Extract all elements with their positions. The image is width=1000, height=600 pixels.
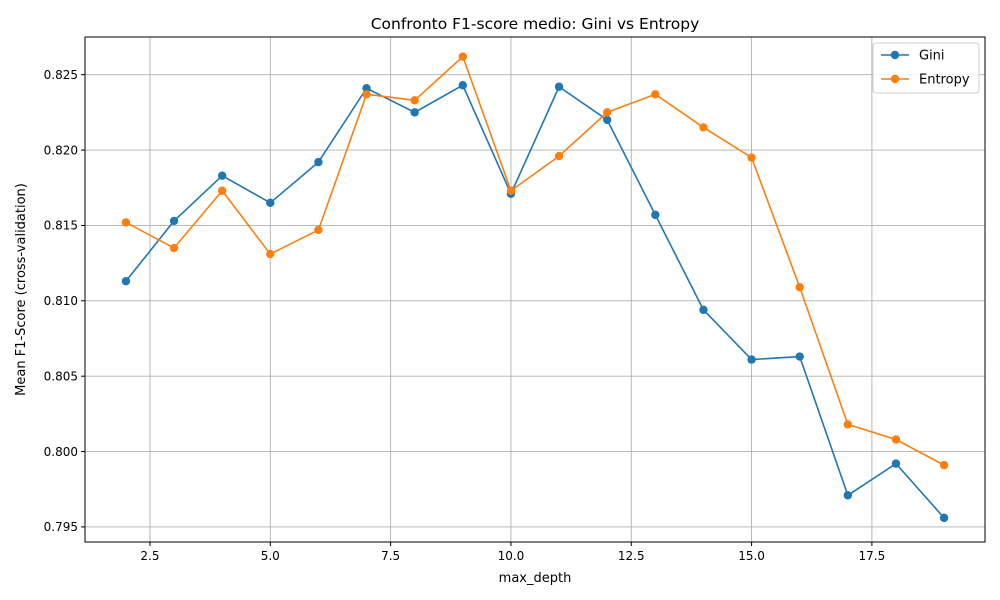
x-tick-label: 17.5 [859, 549, 886, 563]
x-tick-label: 15.0 [738, 549, 765, 563]
data-point-entropy [458, 52, 468, 61]
data-point-gini [169, 216, 179, 226]
chart-title: Confronto F1-score medio: Gini vs Entrop… [371, 15, 700, 33]
x-tick-label: 12.5 [618, 549, 645, 563]
data-point-gini [939, 513, 949, 523]
x-tick-label: 2.5 [140, 549, 159, 563]
data-point-gini [362, 84, 371, 93]
data-point-gini [843, 491, 853, 500]
data-point-entropy [891, 435, 901, 444]
legend: Gini Entropy [872, 42, 980, 94]
data-point-entropy [554, 151, 564, 161]
y-tick-label: 0.795 [44, 520, 78, 534]
ticks: 2.5 5.0 7.5 10.0 12.5 15.0 17.5 0.795 0.800 0.805… [44, 68, 886, 563]
y-tick-label: 0.810 [44, 294, 78, 308]
data-point-entropy [506, 186, 516, 195]
legend-gini-label: Gini [919, 49, 945, 64]
x-axis-label: max_depth [499, 571, 572, 586]
data-point-gini [891, 459, 901, 468]
data-point-gini [554, 82, 564, 91]
series-line-entropy [125, 55, 945, 466]
data-point-entropy [217, 186, 227, 195]
data-point-entropy [410, 96, 419, 105]
data-point-entropy [362, 90, 371, 99]
legend-entropy-marker [890, 74, 900, 84]
data-point-entropy [747, 153, 756, 162]
legend-entropy-label: Entropy [919, 73, 970, 88]
data-point-gini [699, 305, 708, 315]
x-tick-label: 5.0 [261, 549, 280, 563]
data-point-entropy [266, 249, 275, 259]
series-layer [121, 52, 949, 523]
data-point-gini [121, 277, 131, 286]
data-point-entropy [939, 460, 949, 470]
data-point-gini [602, 115, 612, 125]
data-point-entropy [699, 123, 708, 132]
data-point-entropy [795, 283, 804, 292]
y-tick-label: 0.815 [44, 219, 78, 233]
y-tick-label: 0.825 [44, 68, 78, 82]
grid [85, 37, 985, 542]
data-point-gini [410, 108, 419, 117]
data-point-entropy [121, 218, 131, 227]
data-point-gini [747, 355, 756, 364]
data-point-gini [651, 210, 660, 220]
data-point-gini [217, 171, 227, 180]
x-tick-label: 10.0 [498, 549, 525, 563]
y-tick-label: 0.805 [44, 369, 78, 383]
data-point-entropy [169, 243, 179, 253]
data-point-gini [458, 81, 468, 90]
legend-gini-marker [890, 50, 900, 60]
data-point-gini [314, 157, 323, 167]
y-tick-label: 0.800 [44, 445, 78, 459]
data-point-entropy [843, 420, 853, 429]
plot-frame [84, 36, 986, 543]
data-point-entropy [602, 108, 612, 117]
data-point-gini [795, 352, 804, 361]
data-point-entropy [651, 90, 660, 99]
data-point-entropy [314, 225, 323, 235]
series-line-gini [125, 84, 945, 519]
data-point-gini [266, 198, 275, 208]
y-tick-label: 0.820 [44, 143, 78, 157]
y-axis-label: Mean F1-Score (cross-validation) [14, 183, 29, 396]
x-tick-label: 7.5 [381, 549, 400, 563]
